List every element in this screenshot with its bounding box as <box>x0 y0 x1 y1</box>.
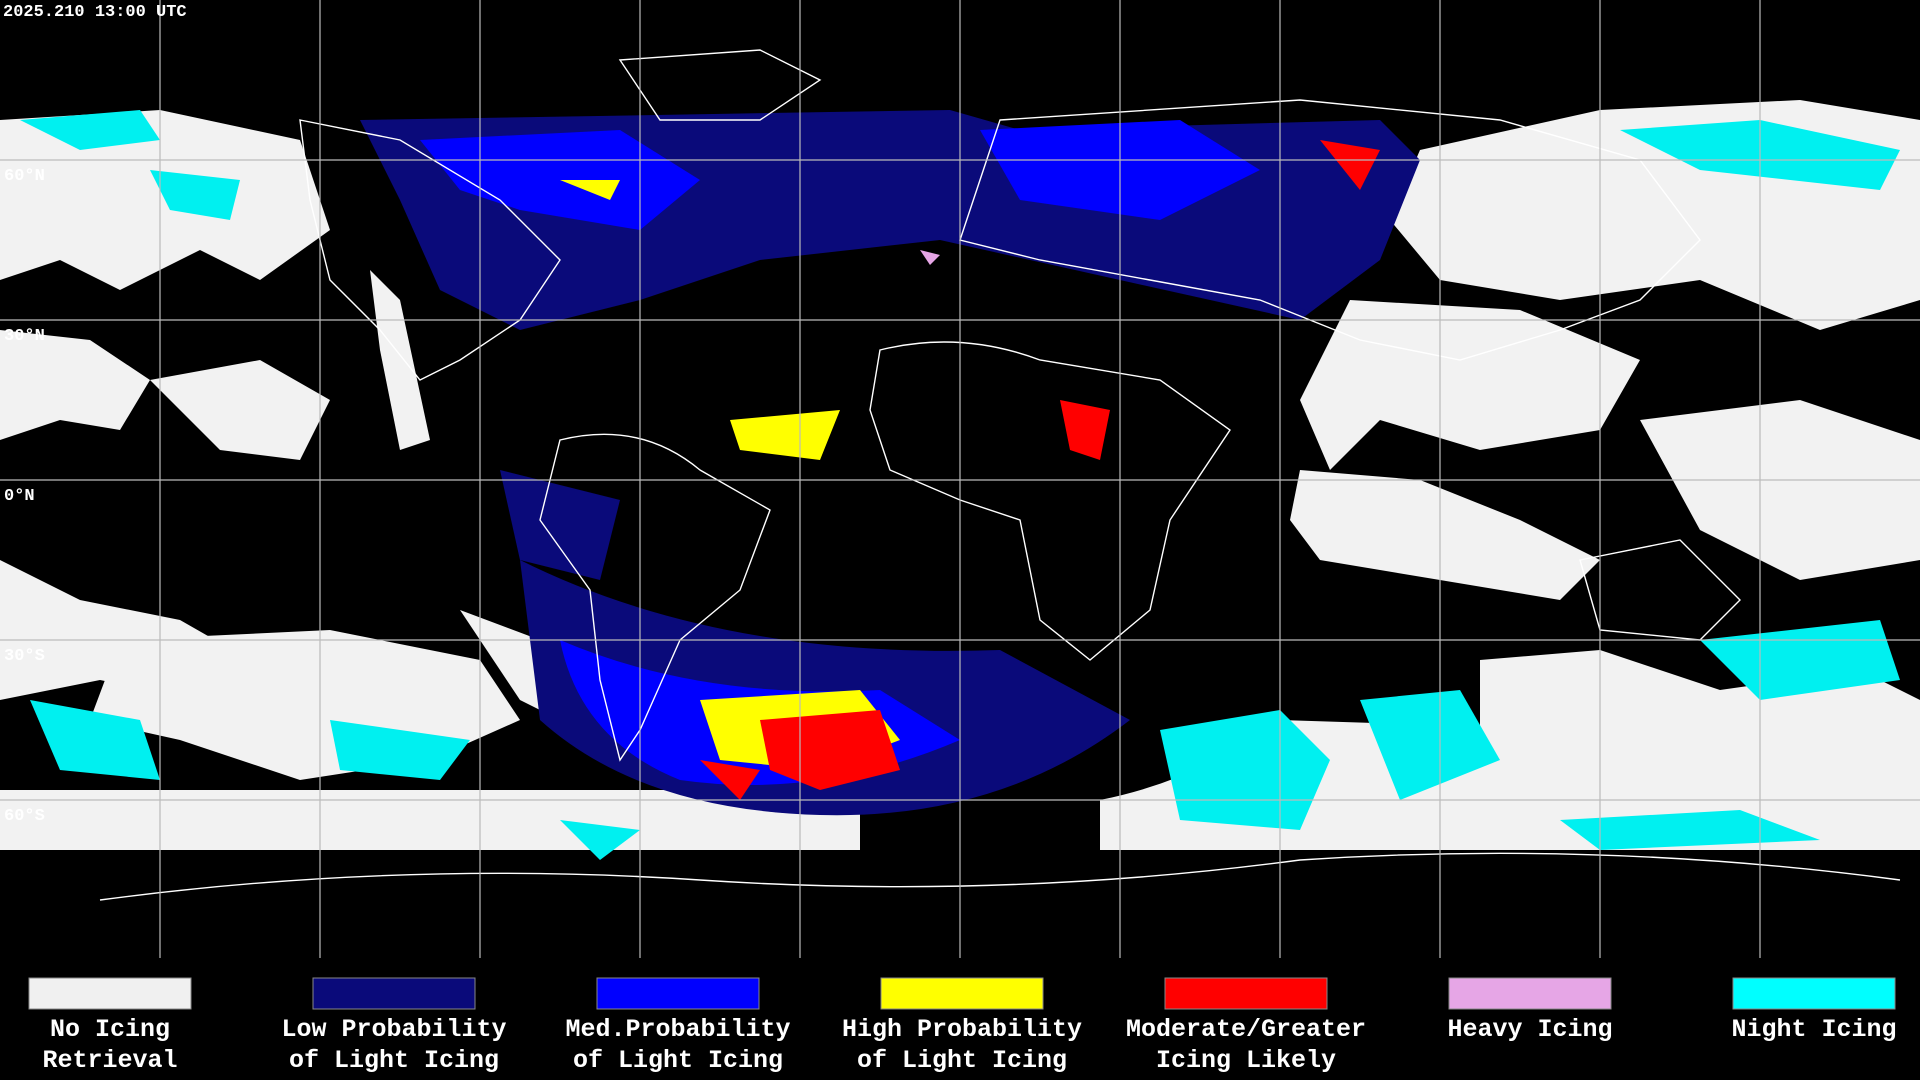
legend-label: Moderate/Greater <box>1126 1015 1366 1044</box>
legend-swatch <box>312 977 476 1010</box>
graticule <box>0 0 1920 958</box>
legend-label: Night Icing <box>1731 1015 1896 1044</box>
legend-label: of Light Icing <box>573 1046 783 1075</box>
legend-swatch <box>596 977 760 1010</box>
icing-retrievals <box>360 110 1420 816</box>
legend-label: Retrieval <box>42 1046 177 1075</box>
legend-label: Icing Likely <box>1156 1046 1336 1075</box>
latitude-label: 0°N <box>4 487 35 506</box>
legend-label: of Light Icing <box>289 1046 499 1075</box>
latitude-label: 30°S <box>4 647 45 666</box>
legend-swatch <box>1732 977 1896 1010</box>
legend-swatch <box>1448 977 1612 1010</box>
timestamp: 2025.210 13:00 UTC <box>3 3 187 22</box>
legend-label: High Probability <box>842 1015 1082 1044</box>
map-bottom-edge <box>0 958 1920 960</box>
legend-label: No Icing <box>50 1015 170 1044</box>
latitude-label: 60°S <box>4 807 45 826</box>
legend-swatch <box>28 977 192 1010</box>
latitude-labels: 60°N 30°N 0°N 30°S 60°S <box>4 167 45 826</box>
map <box>0 0 1920 960</box>
latitude-label: 30°N <box>4 327 45 346</box>
legend-swatch <box>1164 977 1328 1010</box>
legend-label: Low Probability <box>281 1015 506 1044</box>
legend-label: Med.Probability <box>565 1015 790 1044</box>
legend-swatch <box>880 977 1044 1010</box>
latitude-label: 60°N <box>4 167 45 186</box>
legend-label: of Light Icing <box>857 1046 1067 1075</box>
legend-label: Heavy Icing <box>1447 1015 1612 1044</box>
